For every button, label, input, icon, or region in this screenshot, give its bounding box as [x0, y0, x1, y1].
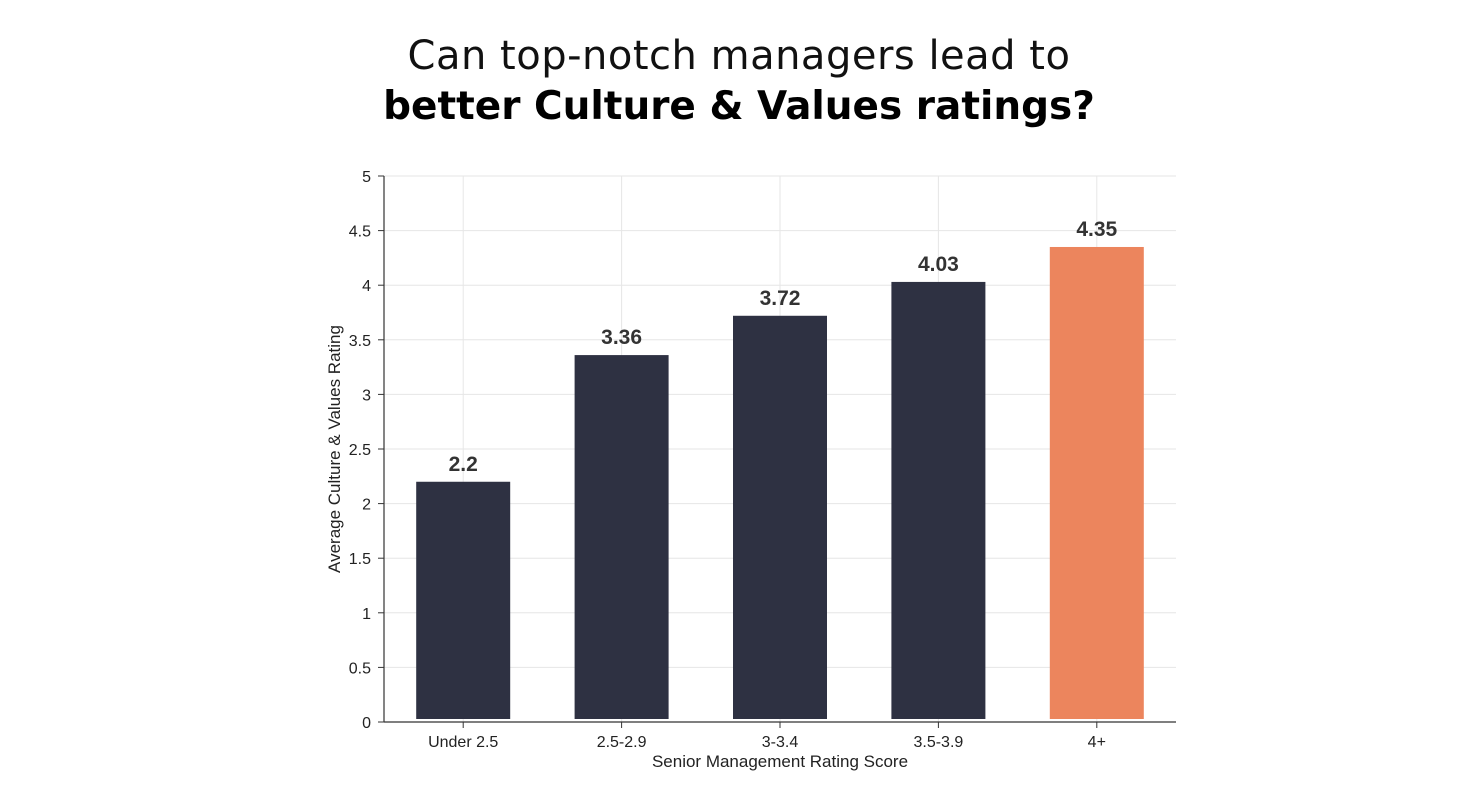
chart-title: Can top-notch managers lead to better Cu…	[0, 30, 1478, 132]
x-tick-label: 2.5-2.9	[597, 734, 647, 751]
x-tick-label: 3-3.4	[762, 734, 799, 751]
chart-title-line-2: better Culture & Values ratings?	[383, 84, 1095, 129]
bar	[733, 315, 827, 719]
y-tick-label: 2.5	[349, 442, 371, 459]
y-tick-label: 4	[362, 278, 371, 295]
bar	[1049, 246, 1144, 720]
x-tick-label: 4+	[1088, 734, 1106, 751]
bar-value-label: 2.2	[449, 453, 478, 476]
bar-value-label: 3.72	[760, 287, 801, 310]
y-tick-label: 0	[362, 715, 371, 732]
y-tick-label: 1.5	[349, 551, 371, 568]
y-tick-label: 3.5	[349, 333, 371, 350]
x-tick-label: Under 2.5	[428, 734, 498, 751]
y-axis-title: Average Culture & Values Rating	[325, 325, 344, 573]
data-labels: 2.2 3.36 3.72 4.03 4.35	[449, 218, 1118, 476]
bar	[574, 355, 669, 719]
bar-value-label: 4.35	[1076, 218, 1117, 241]
y-tick-label: 5	[362, 169, 371, 186]
bar	[891, 281, 986, 719]
y-tick-label: 3	[362, 387, 371, 404]
bar-value-label: 4.03	[918, 253, 959, 276]
bar	[416, 481, 511, 719]
x-axis-title: Senior Management Rating Score	[652, 752, 908, 771]
bar-value-label: 3.36	[601, 326, 642, 349]
y-tick-label: 4.5	[349, 224, 371, 241]
bars	[416, 246, 1144, 720]
y-tick-label: 0.5	[349, 660, 371, 677]
axes: 0 0.5 1 1.5 2 2.5 3 3.5 4 4.5 5 Under 2.5 2.5-2.9 3-3…	[349, 169, 1176, 751]
chart-title-line-1: Can top-notch managers lead to	[407, 33, 1071, 79]
y-tick-label: 1	[362, 606, 371, 623]
y-tick-label: 2	[362, 497, 371, 514]
x-tick-label: 3.5-3.9	[913, 734, 963, 751]
